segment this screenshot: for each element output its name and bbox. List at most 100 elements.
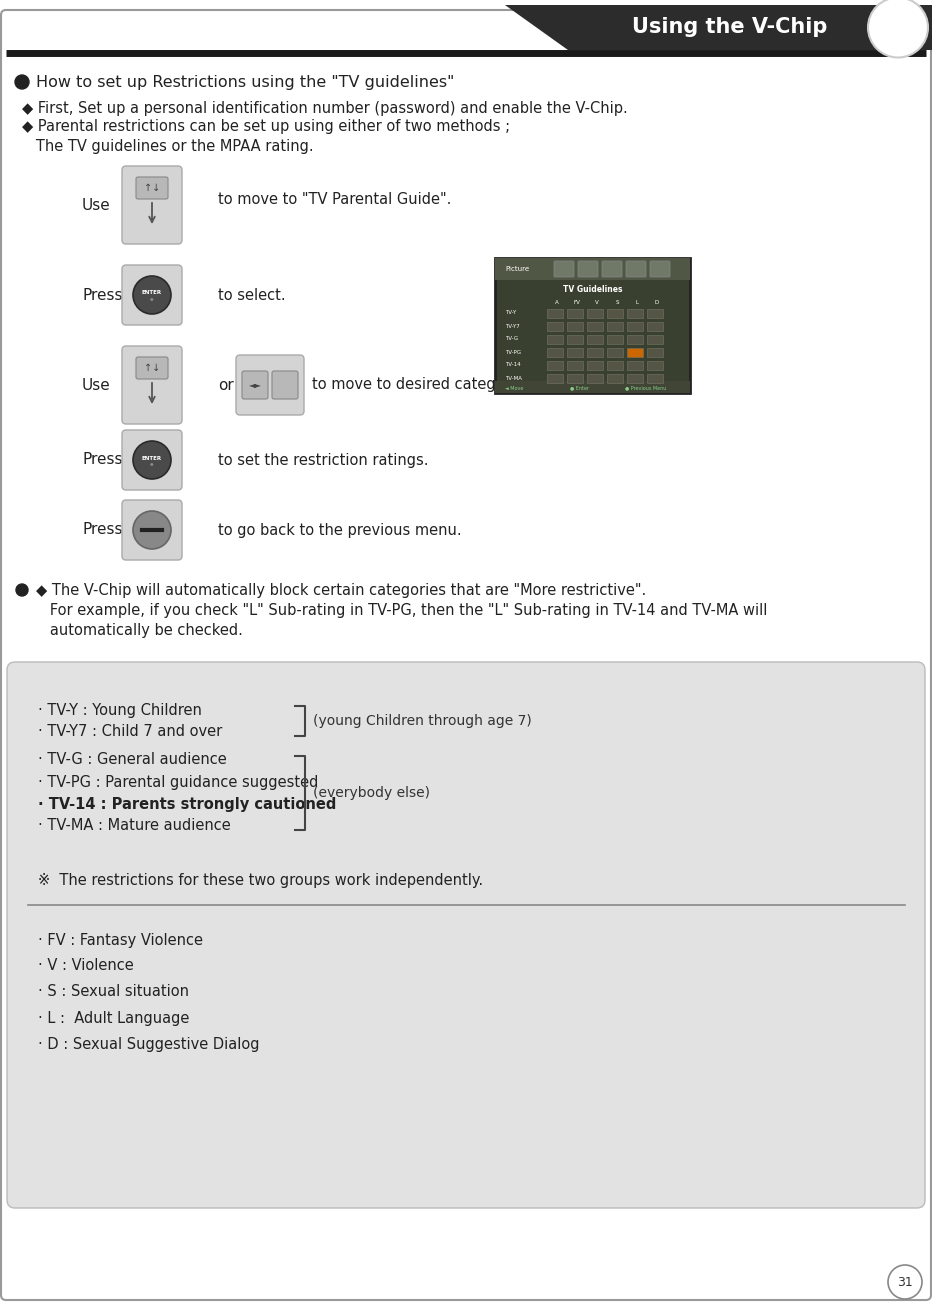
Text: ●: ● xyxy=(150,464,154,468)
FancyBboxPatch shape xyxy=(627,347,643,357)
Text: TV-Y: TV-Y xyxy=(505,311,516,316)
Text: automatically be checked.: automatically be checked. xyxy=(36,623,243,637)
Text: to set the restriction ratings.: to set the restriction ratings. xyxy=(218,452,429,468)
FancyBboxPatch shape xyxy=(627,323,643,330)
FancyBboxPatch shape xyxy=(567,360,583,370)
FancyBboxPatch shape xyxy=(587,323,603,330)
FancyBboxPatch shape xyxy=(136,357,168,379)
FancyBboxPatch shape xyxy=(567,336,583,343)
FancyBboxPatch shape xyxy=(554,261,574,277)
Text: Using the V-Chip: Using the V-Chip xyxy=(632,17,828,37)
FancyBboxPatch shape xyxy=(607,360,623,370)
FancyBboxPatch shape xyxy=(607,310,623,317)
FancyBboxPatch shape xyxy=(650,261,670,277)
Circle shape xyxy=(133,276,171,313)
FancyBboxPatch shape xyxy=(136,178,168,199)
Circle shape xyxy=(15,74,29,89)
Text: V: V xyxy=(596,299,599,304)
Text: Press: Press xyxy=(82,452,122,468)
Text: FV: FV xyxy=(573,299,581,304)
Text: to go back to the previous menu.: to go back to the previous menu. xyxy=(218,522,461,538)
Text: ● Previous Menu: ● Previous Menu xyxy=(625,385,666,390)
FancyBboxPatch shape xyxy=(7,662,925,1208)
Text: Use: Use xyxy=(82,377,111,393)
Text: S: S xyxy=(615,299,619,304)
Text: · D : Sexual Suggestive Dialog: · D : Sexual Suggestive Dialog xyxy=(38,1037,259,1051)
FancyBboxPatch shape xyxy=(567,323,583,330)
FancyBboxPatch shape xyxy=(647,310,663,317)
FancyBboxPatch shape xyxy=(122,346,182,424)
Text: · L :  Adult Language: · L : Adult Language xyxy=(38,1011,189,1025)
Polygon shape xyxy=(505,5,932,50)
Text: (young Children through age 7): (young Children through age 7) xyxy=(313,714,532,727)
Text: For example, if you check "L" Sub-rating in TV-PG, then the "L" Sub-rating in TV: For example, if you check "L" Sub-rating… xyxy=(36,602,767,618)
FancyBboxPatch shape xyxy=(547,323,563,330)
Text: ◆ First, Set up a personal identification number (password) and enable the V-Chi: ◆ First, Set up a personal identificatio… xyxy=(22,101,628,115)
Text: A: A xyxy=(555,299,559,304)
FancyBboxPatch shape xyxy=(602,261,622,277)
FancyBboxPatch shape xyxy=(242,371,268,400)
Circle shape xyxy=(133,441,171,479)
FancyBboxPatch shape xyxy=(587,360,603,370)
Text: (everybody else): (everybody else) xyxy=(313,786,430,801)
FancyBboxPatch shape xyxy=(587,310,603,317)
FancyBboxPatch shape xyxy=(567,310,583,317)
Text: · TV-MA : Mature audience: · TV-MA : Mature audience xyxy=(38,819,231,833)
Text: TV-G: TV-G xyxy=(505,337,518,341)
Circle shape xyxy=(868,0,928,57)
Text: · S : Sexual situation: · S : Sexual situation xyxy=(38,985,189,999)
FancyBboxPatch shape xyxy=(1,10,931,1299)
FancyBboxPatch shape xyxy=(567,347,583,357)
Text: ※  The restrictions for these two groups work independently.: ※ The restrictions for these two groups … xyxy=(38,872,483,888)
FancyBboxPatch shape xyxy=(647,347,663,357)
Text: ◄►: ◄► xyxy=(249,380,262,389)
Text: TV-14: TV-14 xyxy=(505,363,521,367)
FancyBboxPatch shape xyxy=(567,374,583,383)
FancyBboxPatch shape xyxy=(122,265,182,325)
FancyBboxPatch shape xyxy=(647,323,663,330)
FancyBboxPatch shape xyxy=(122,166,182,244)
Text: ENTER: ENTER xyxy=(142,290,162,295)
FancyBboxPatch shape xyxy=(587,374,603,383)
Text: Picture: Picture xyxy=(505,266,529,272)
Text: TV-Y7: TV-Y7 xyxy=(505,324,520,329)
Text: Use: Use xyxy=(82,197,111,213)
Text: ●: ● xyxy=(150,298,154,302)
Text: TV-MA: TV-MA xyxy=(505,376,522,380)
Text: or: or xyxy=(218,377,234,393)
FancyBboxPatch shape xyxy=(607,374,623,383)
Text: to move to "TV Parental Guide".: to move to "TV Parental Guide". xyxy=(218,192,451,208)
Circle shape xyxy=(16,584,28,596)
FancyBboxPatch shape xyxy=(547,374,563,383)
FancyBboxPatch shape xyxy=(607,347,623,357)
FancyBboxPatch shape xyxy=(627,310,643,317)
FancyBboxPatch shape xyxy=(495,259,690,279)
Text: The TV guidelines or the MPAA rating.: The TV guidelines or the MPAA rating. xyxy=(22,138,314,154)
FancyBboxPatch shape xyxy=(626,261,646,277)
FancyBboxPatch shape xyxy=(122,430,182,490)
Text: · TV-PG : Parental guidance suggested: · TV-PG : Parental guidance suggested xyxy=(38,774,319,790)
Text: · TV-G : General audience: · TV-G : General audience xyxy=(38,752,226,768)
Text: Press: Press xyxy=(82,287,122,303)
Text: · V : Violence: · V : Violence xyxy=(38,959,134,973)
FancyBboxPatch shape xyxy=(647,336,663,343)
FancyBboxPatch shape xyxy=(607,323,623,330)
FancyBboxPatch shape xyxy=(547,360,563,370)
Text: · TV-14 : Parents strongly cautioned: · TV-14 : Parents strongly cautioned xyxy=(38,797,336,811)
FancyBboxPatch shape xyxy=(578,261,598,277)
Text: ◆ The V-Chip will automatically block certain categories that are "More restrict: ◆ The V-Chip will automatically block ce… xyxy=(36,582,646,598)
FancyBboxPatch shape xyxy=(122,500,182,560)
Text: to move to desired categories.: to move to desired categories. xyxy=(312,377,536,393)
Text: TV-PG: TV-PG xyxy=(505,350,521,354)
FancyBboxPatch shape xyxy=(495,259,690,393)
Text: · FV : Fantasy Violence: · FV : Fantasy Violence xyxy=(38,932,203,947)
FancyBboxPatch shape xyxy=(495,381,690,393)
Text: · TV-Y7 : Child 7 and over: · TV-Y7 : Child 7 and over xyxy=(38,725,222,739)
FancyBboxPatch shape xyxy=(547,310,563,317)
Text: How to set up Restrictions using the "TV guidelines": How to set up Restrictions using the "TV… xyxy=(36,74,455,90)
Text: ↑↓: ↑↓ xyxy=(144,363,160,374)
Text: ◆ Parental restrictions can be set up using either of two methods ;: ◆ Parental restrictions can be set up us… xyxy=(22,120,510,135)
Text: · TV-Y : Young Children: · TV-Y : Young Children xyxy=(38,703,202,717)
FancyBboxPatch shape xyxy=(547,336,563,343)
Text: ↑↓: ↑↓ xyxy=(144,183,160,193)
